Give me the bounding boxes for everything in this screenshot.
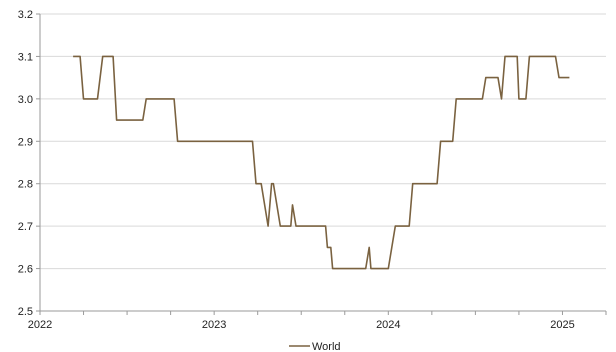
x-tick-label: 2023 <box>202 319 226 331</box>
gridlines <box>40 13 606 270</box>
series-line-world <box>73 55 570 270</box>
y-tick-label: 3.2 <box>18 9 33 21</box>
x-tick-label: 2024 <box>376 319 400 331</box>
x-tick-label: 2022 <box>28 319 52 331</box>
axes <box>39 14 606 312</box>
series-group <box>73 55 570 270</box>
x-tick-label: 2025 <box>550 319 574 331</box>
y-tick-label: 2.9 <box>18 136 33 148</box>
legend: World <box>289 341 341 352</box>
y-tick-label: 3.0 <box>18 94 33 106</box>
y-tick-label: 2.5 <box>18 306 33 318</box>
legend-label-world: World <box>312 341 341 352</box>
x-tick-labels: 2022 2023 2024 2025 <box>28 311 607 331</box>
y-tick-label: 3.1 <box>18 51 33 63</box>
y-tick-labels: 2.5 2.6 2.7 2.8 2.9 3.0 3.1 3.2 <box>18 9 40 318</box>
y-tick-label: 2.6 <box>18 264 33 276</box>
y-tick-label: 2.8 <box>18 179 33 191</box>
y-tick-label: 2.7 <box>18 221 33 233</box>
